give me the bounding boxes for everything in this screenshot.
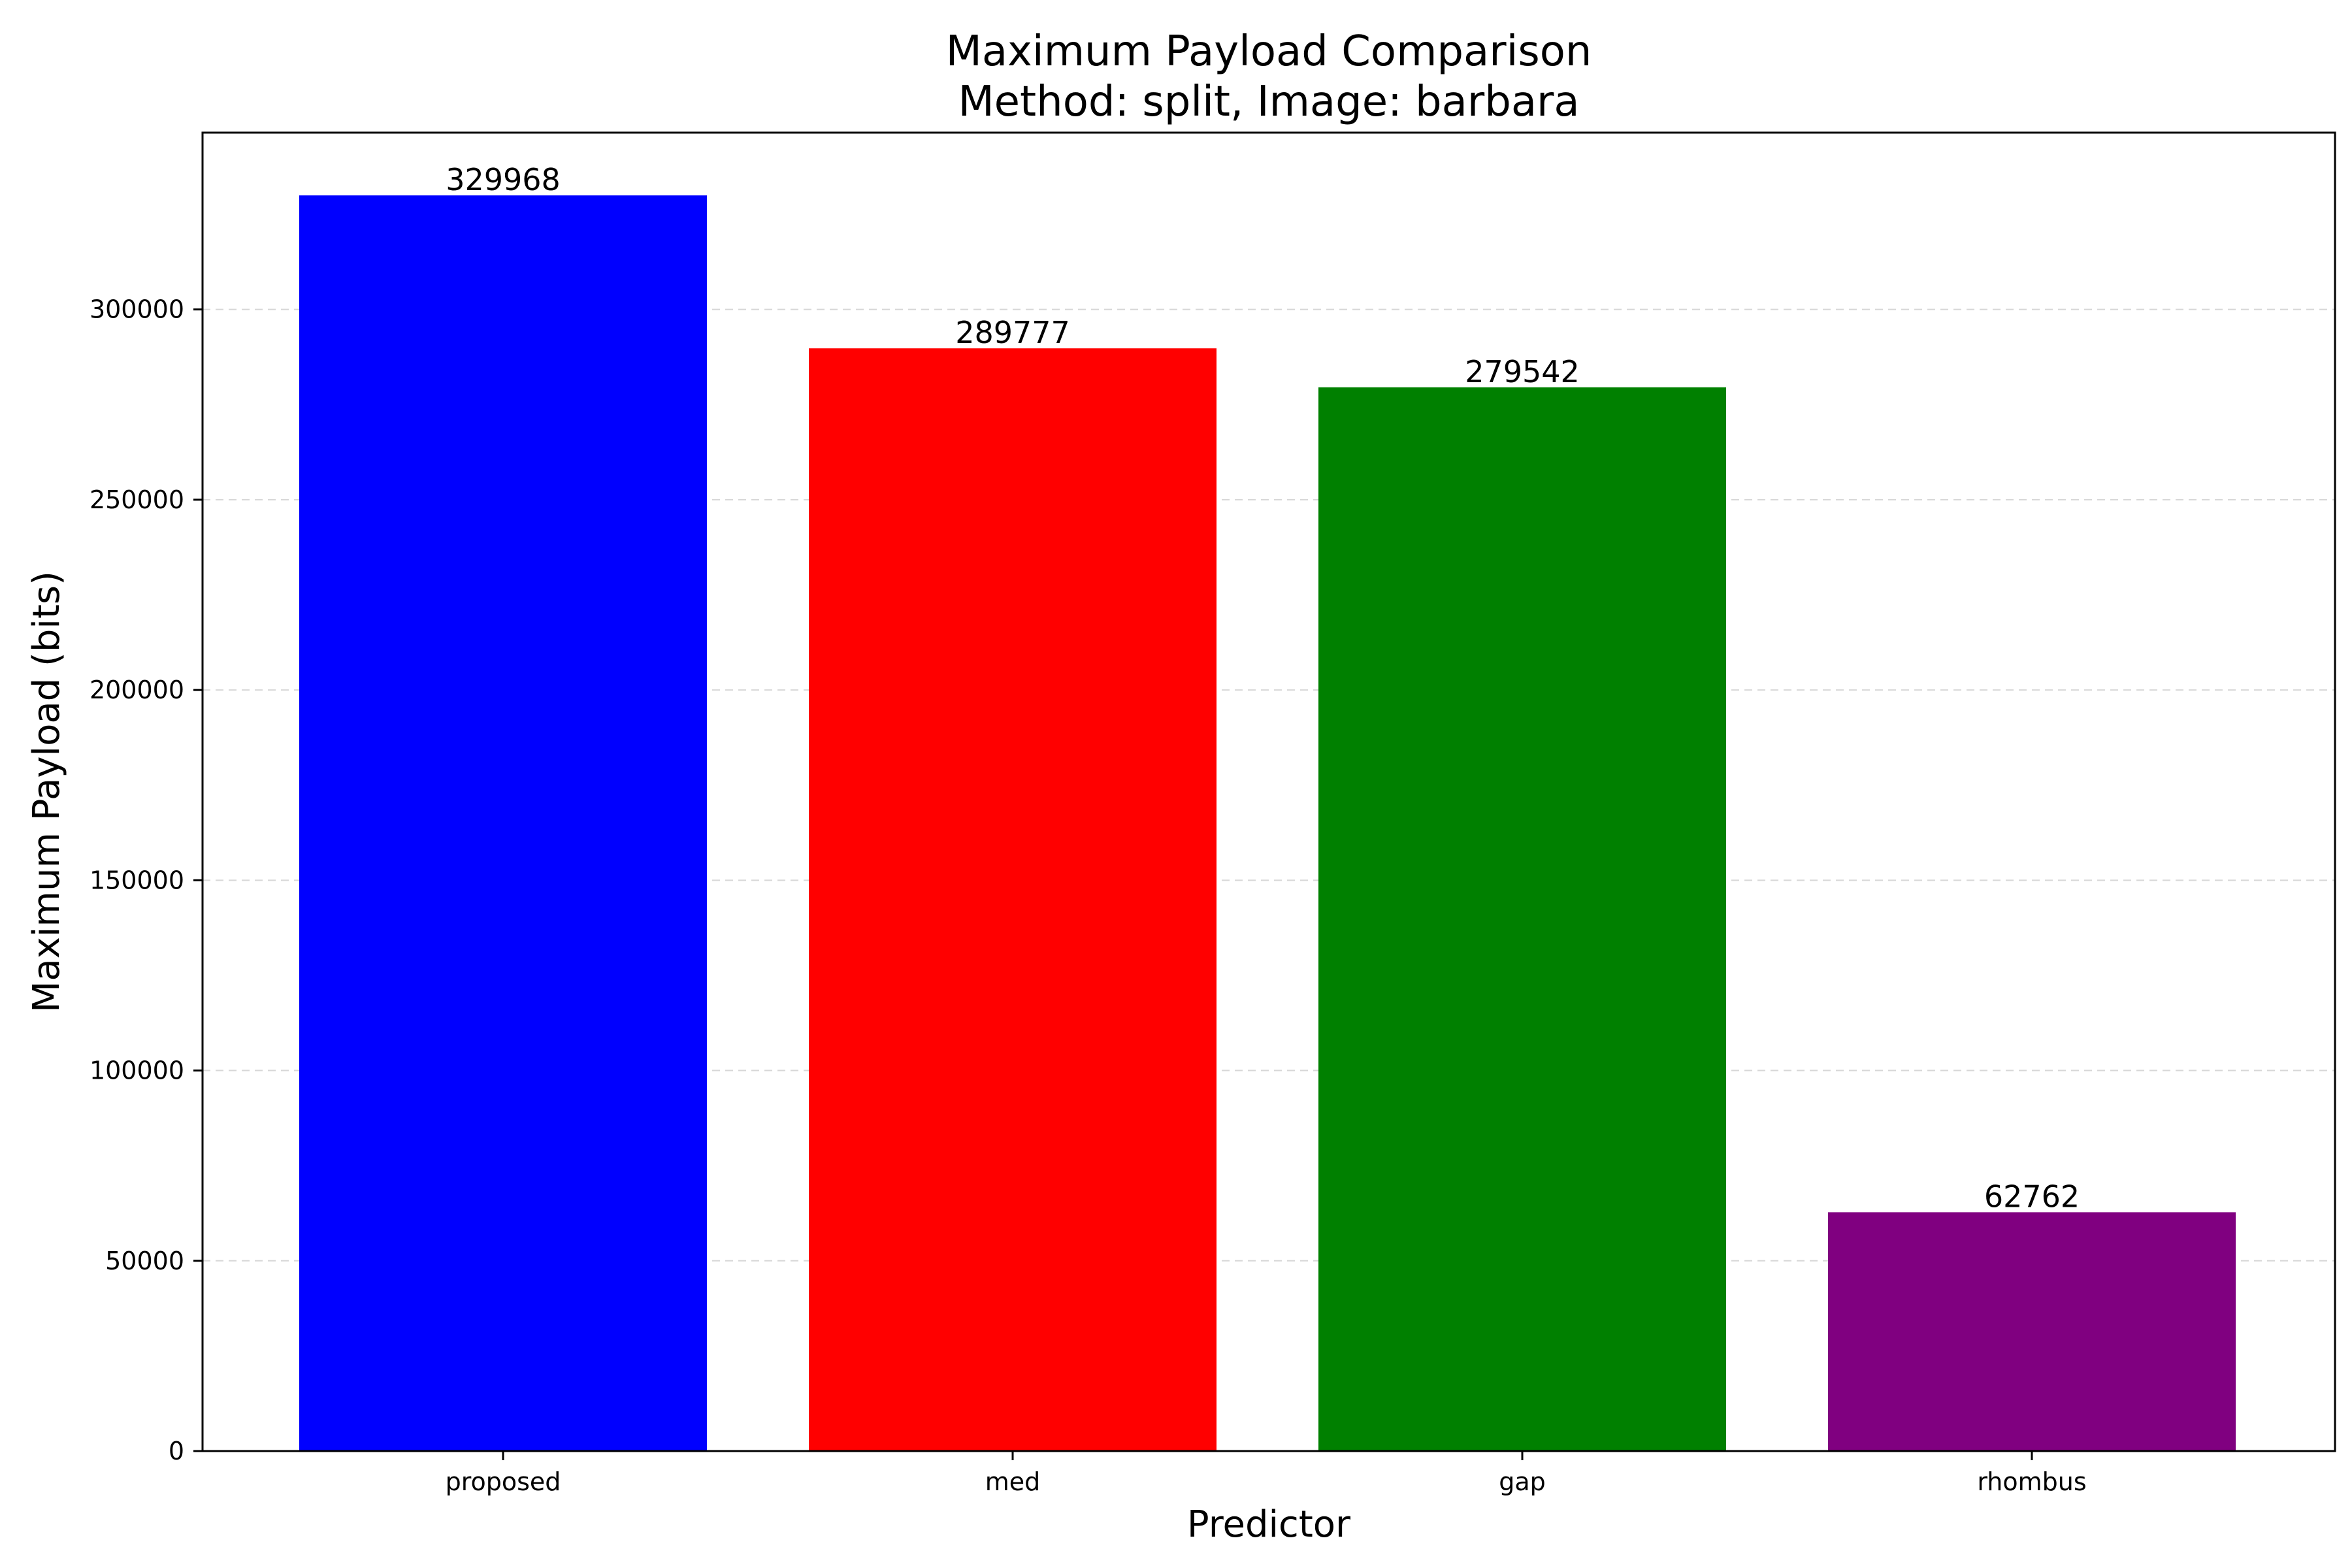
- data-label-proposed: 329968: [446, 162, 561, 197]
- y-tick-label: 100000: [90, 1056, 184, 1085]
- y-tick-label: 300000: [90, 295, 184, 324]
- bar-proposed: [299, 195, 707, 1451]
- x-axis-ticks: proposed med gap rhombus: [446, 1451, 2087, 1496]
- x-tick-label-proposed: proposed: [446, 1467, 561, 1496]
- bar-gap: [1318, 387, 1726, 1451]
- x-tick-label-med: med: [985, 1467, 1041, 1496]
- x-axis-label: Predictor: [1187, 1503, 1351, 1546]
- bar-rhombus: [1828, 1212, 2236, 1451]
- x-tick-label-gap: gap: [1499, 1467, 1546, 1496]
- y-axis-label: Maximum Payload (bits): [25, 571, 68, 1013]
- y-tick-label: 150000: [90, 866, 184, 894]
- data-label-med: 289777: [955, 315, 1070, 350]
- y-tick-label: 200000: [90, 676, 184, 704]
- plot-frame: [201, 131, 2336, 1452]
- y-tick-label: 0: [169, 1437, 184, 1465]
- y-tick-label: 250000: [90, 485, 184, 514]
- data-label-gap: 279542: [1465, 354, 1580, 389]
- data-labels: 329968 289777 279542 62762: [446, 162, 2080, 1214]
- y-axis-ticks: 0 50000 100000 150000 200000 250000 300000: [90, 295, 203, 1465]
- data-label-rhombus: 62762: [1984, 1179, 2080, 1214]
- bar-med: [809, 348, 1217, 1451]
- y-tick-label: 50000: [105, 1247, 184, 1275]
- chart-title: Maximum Payload Comparison: [946, 27, 1592, 76]
- bars: [299, 195, 2236, 1451]
- x-tick-label-rhombus: rhombus: [1977, 1467, 2086, 1496]
- chart-subtitle: Method: split, Image: barbara: [958, 78, 1579, 126]
